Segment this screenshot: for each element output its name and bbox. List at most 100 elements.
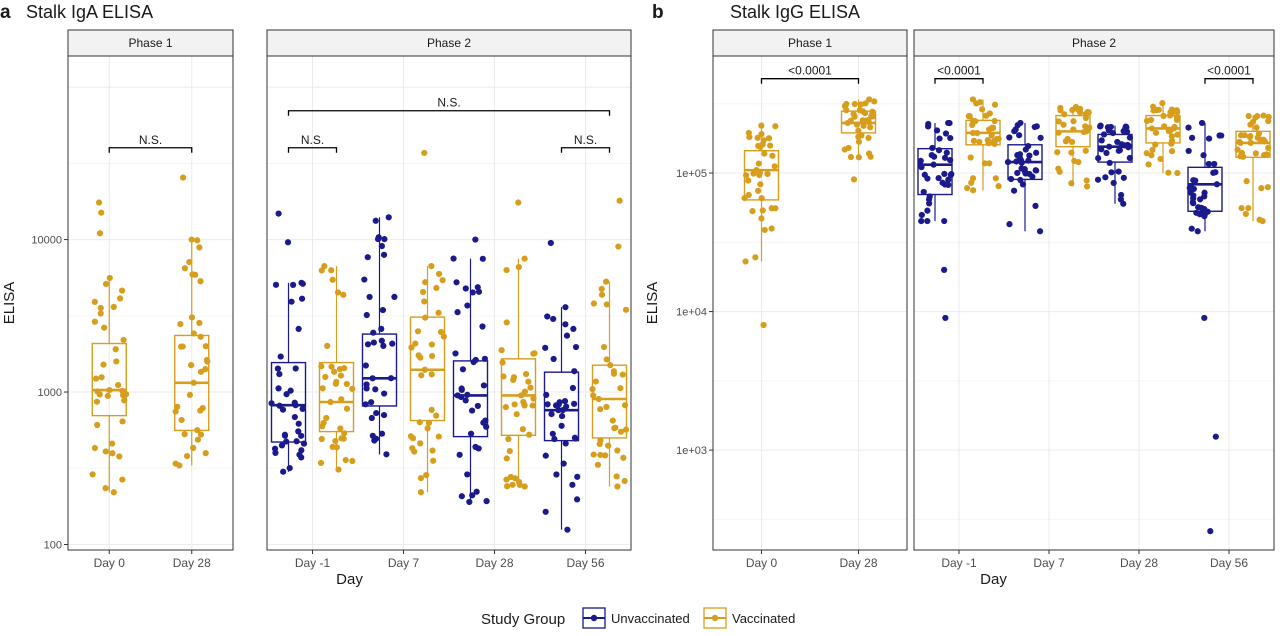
data-point [1006, 221, 1013, 228]
data-point [1152, 129, 1160, 136]
data-point [407, 433, 415, 440]
data-point [194, 427, 201, 434]
data-point [329, 443, 336, 450]
data-point [924, 217, 931, 225]
data-point [917, 157, 924, 164]
data-point [855, 138, 863, 145]
data-point [1118, 191, 1125, 199]
significance-bracket [760, 78, 860, 84]
data-point [1120, 174, 1127, 181]
data-point [298, 432, 305, 439]
data-point [503, 319, 510, 326]
data-point [1106, 143, 1113, 150]
data-point [368, 399, 375, 406]
data-point [202, 450, 209, 457]
data-point [761, 150, 768, 157]
data-point [1070, 118, 1077, 125]
data-point [373, 409, 380, 417]
data-point [924, 207, 931, 214]
x-tick-label: Day 56 [1210, 556, 1248, 570]
data-point [1190, 195, 1197, 202]
data-point [603, 278, 610, 285]
data-point [1085, 109, 1092, 116]
data-point [421, 298, 428, 305]
data-point [1263, 151, 1270, 158]
x-axis-label: Day [980, 571, 1007, 588]
data-point [973, 129, 981, 137]
data-point [197, 431, 205, 438]
data-point [91, 298, 98, 305]
data-point [1032, 167, 1039, 174]
data-point [1110, 179, 1117, 187]
data-point [318, 435, 325, 443]
data-point [771, 163, 778, 170]
data-point [119, 418, 126, 425]
data-point [1160, 112, 1167, 120]
data-point [551, 435, 558, 443]
data-point [349, 385, 356, 392]
data-point [1116, 147, 1123, 154]
data-point [767, 142, 774, 149]
data-point [1157, 155, 1164, 163]
data-point [772, 123, 779, 130]
panel-letter: b [652, 2, 664, 23]
data-point [93, 398, 101, 405]
data-point [178, 416, 185, 424]
data-point [504, 483, 511, 490]
box-unvaccinated [542, 304, 581, 533]
data-point [118, 287, 126, 294]
data-point [521, 388, 529, 395]
data-point [469, 289, 476, 296]
data-point [513, 411, 520, 418]
data-point [202, 343, 209, 350]
data-point [468, 407, 476, 414]
data-point [569, 384, 577, 392]
data-point [1264, 184, 1271, 191]
data-point [202, 366, 209, 373]
data-point [1161, 123, 1168, 130]
data-point [598, 291, 606, 298]
data-point [562, 440, 569, 447]
data-point [199, 405, 206, 412]
data-point [331, 368, 338, 375]
data-point [612, 424, 619, 431]
data-point [1062, 138, 1069, 145]
data-point [1068, 180, 1075, 187]
data-point [381, 236, 388, 243]
data-point [510, 376, 517, 384]
facet-strip-label: Phase 2 [1072, 36, 1116, 50]
data-point [278, 442, 286, 449]
data-point [1247, 139, 1254, 146]
data-point [1097, 123, 1104, 130]
x-tick-label: Day 28 [475, 556, 513, 570]
data-point [194, 237, 201, 244]
data-point [595, 395, 602, 403]
data-point [289, 281, 297, 289]
data-point [372, 217, 379, 224]
outlier-point [96, 230, 104, 237]
data-point [742, 258, 749, 265]
data-point [620, 454, 627, 461]
facet-strip-label: Phase 1 [788, 36, 832, 50]
data-point [1006, 134, 1013, 141]
data-point [1238, 204, 1245, 212]
data-point [283, 391, 290, 398]
data-point [920, 188, 927, 196]
data-point [338, 396, 345, 403]
data-point [389, 340, 396, 347]
data-point [279, 406, 287, 413]
data-point [106, 386, 113, 394]
data-point [1253, 124, 1260, 131]
data-point [1061, 111, 1068, 118]
data-point [283, 438, 290, 445]
box-vaccinated [89, 274, 130, 496]
data-point [981, 160, 989, 167]
data-point [474, 402, 481, 410]
data-point [948, 170, 955, 178]
data-point [324, 342, 331, 349]
data-point [571, 434, 579, 441]
data-point [943, 149, 950, 156]
data-point [594, 461, 602, 468]
x-tick-label: Day 28 [839, 556, 877, 570]
